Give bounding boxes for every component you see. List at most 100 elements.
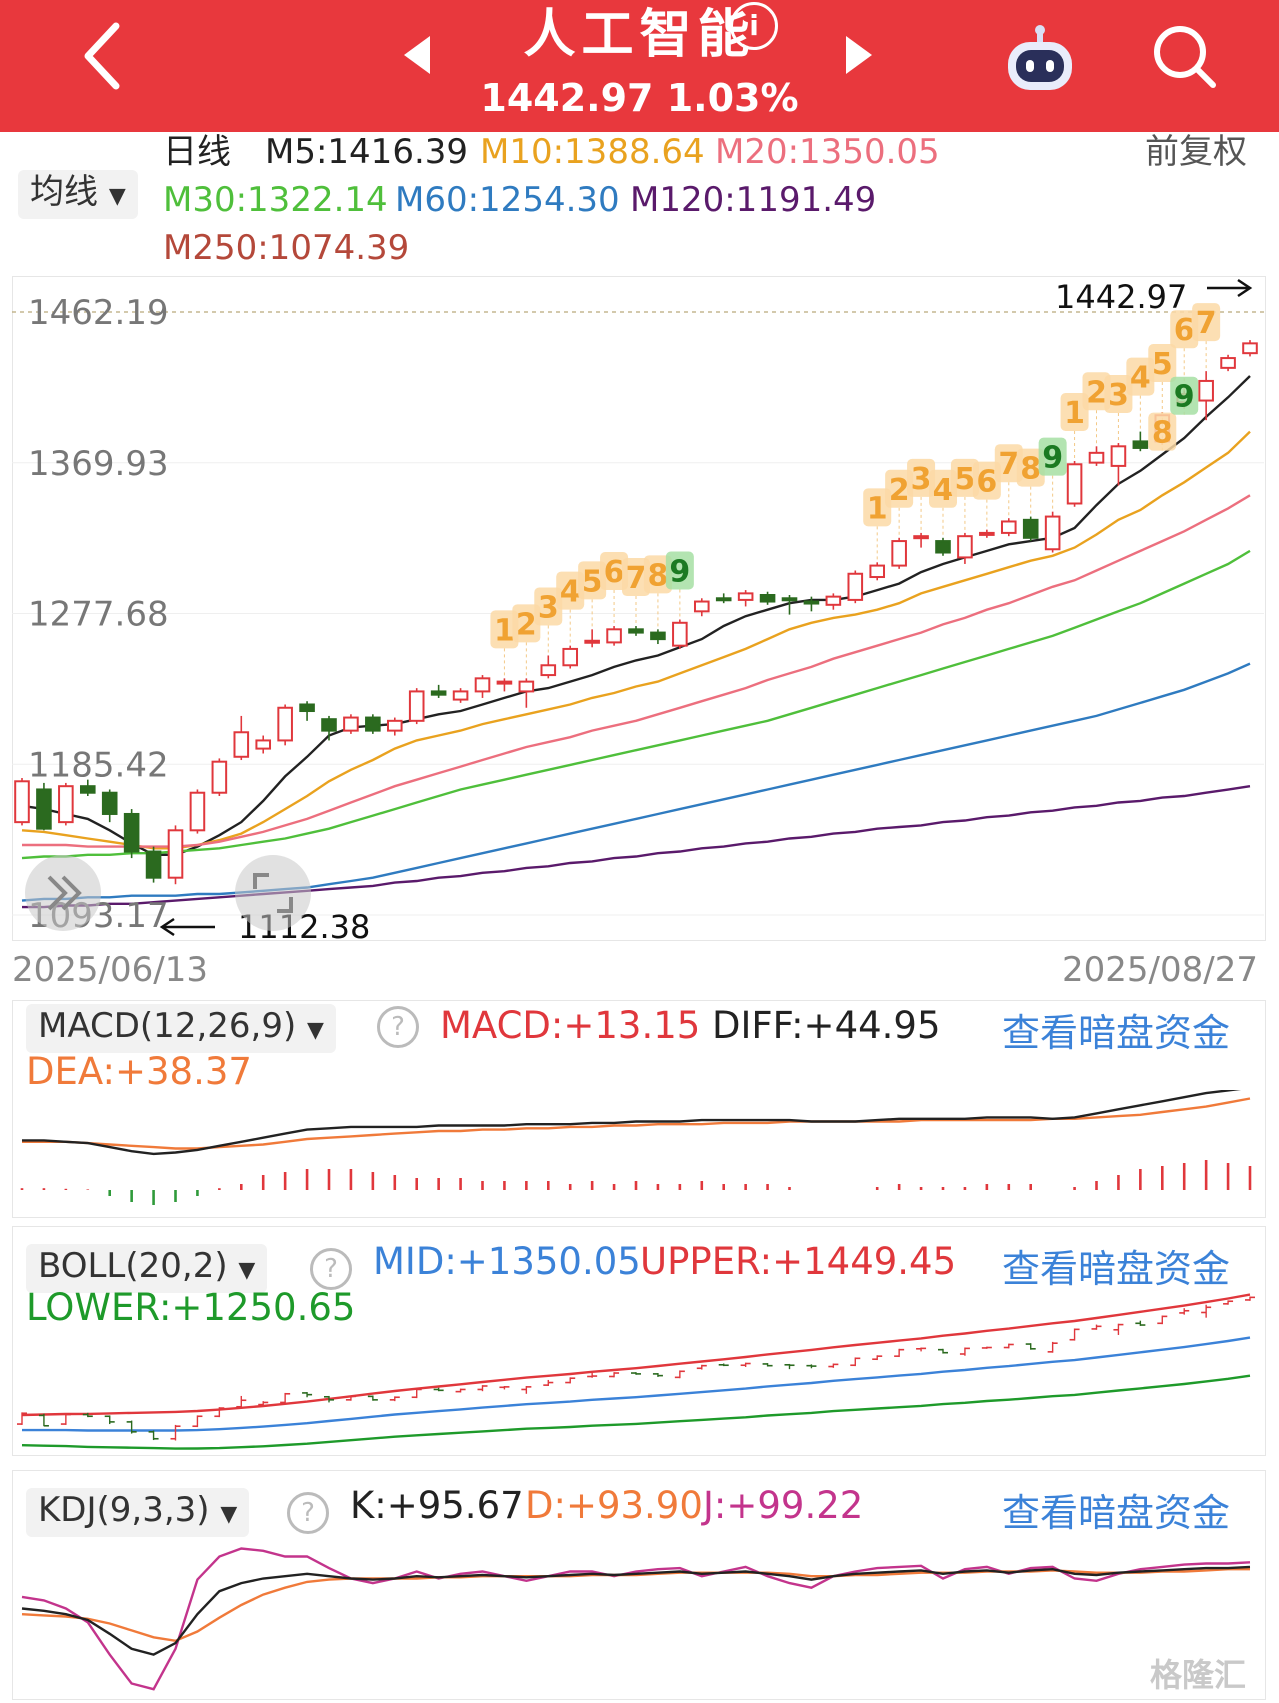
count-label: 7 xyxy=(1196,306,1217,341)
count-label: 2 xyxy=(889,473,910,508)
search-icon[interactable] xyxy=(1150,22,1220,92)
boll-name: BOLL(20,2) xyxy=(38,1246,228,1286)
x-end-date: 2025/08/27 xyxy=(1062,950,1258,990)
count-badge xyxy=(600,552,629,591)
count-label: 9 xyxy=(1042,441,1063,476)
candle-body xyxy=(562,647,579,667)
count-label: 8 xyxy=(1020,452,1041,487)
candle-body xyxy=(474,677,491,693)
count-label: 6 xyxy=(1174,313,1195,348)
count-label: 1 xyxy=(494,613,515,648)
next-triangle-icon[interactable] xyxy=(842,34,876,76)
candle-body xyxy=(584,639,600,644)
count-badge xyxy=(1016,448,1045,487)
count-badge xyxy=(1038,437,1067,476)
candle-body xyxy=(650,631,666,641)
boll-dark-pool-link[interactable]: 查看暗盘资金 xyxy=(1002,1247,1231,1291)
candle-body xyxy=(189,791,206,832)
count-badge xyxy=(1170,376,1199,415)
indicator-dropdown[interactable]: 均线 ▼ xyxy=(18,170,138,219)
kdj-k-value: K:+95.67 xyxy=(350,1484,524,1527)
macd-dropdown[interactable]: MACD(12,26,9) ▼ xyxy=(26,1004,336,1053)
chevron-down-icon: ▼ xyxy=(307,1018,324,1043)
candle-body xyxy=(321,718,337,732)
candle-body xyxy=(1220,357,1236,369)
info-icon[interactable]: i xyxy=(730,2,778,50)
candle-body xyxy=(737,592,754,601)
kdj-chart xyxy=(21,1547,1251,1691)
kline-panel[interactable] xyxy=(12,276,1266,941)
chevron-down-icon: ▼ xyxy=(238,1258,256,1283)
candle-body xyxy=(79,785,96,794)
macd-help-icon[interactable]: ? xyxy=(377,1006,419,1048)
chevron-down-icon: ▼ xyxy=(220,1502,238,1527)
left-arrow-icon xyxy=(159,917,215,937)
candle-body xyxy=(606,628,622,644)
chevron-down-icon: ▼ xyxy=(108,184,126,209)
period-label: 日线 xyxy=(163,132,231,172)
expand-button[interactable] xyxy=(25,855,101,931)
price-line: 1442.97 1.03% xyxy=(0,76,1279,120)
dea-line xyxy=(22,1097,1251,1150)
count-badge xyxy=(929,469,957,508)
ma30-label: M30:1322.14 xyxy=(163,180,388,220)
ma5-label: M5:1416.39 xyxy=(265,132,469,172)
y-tick-label: 1185.42 xyxy=(28,745,169,785)
candle-body xyxy=(957,535,973,559)
y-tick-label: 1277.68 xyxy=(28,595,169,635)
robot-icon[interactable] xyxy=(1000,22,1080,94)
candle-body xyxy=(759,594,776,603)
kdj-j-value: J:+99.22 xyxy=(703,1484,864,1527)
candle-body xyxy=(1110,445,1127,467)
candle-body xyxy=(715,597,732,602)
candle-body xyxy=(123,812,140,853)
boll-upper-value: UPPER:+1449.45 xyxy=(640,1240,957,1283)
boll-dropdown[interactable]: BOLL(20,2) ▼ xyxy=(26,1244,268,1293)
ma-line-m10 xyxy=(21,430,1251,850)
back-arrow-icon[interactable] xyxy=(70,20,142,92)
macd-value: MACD:+13.15 xyxy=(440,1004,701,1047)
current-price: 1442.97 xyxy=(480,76,654,120)
adjust-mode[interactable]: 前复权 xyxy=(1145,132,1247,172)
boll-help-icon[interactable]: ? xyxy=(310,1248,352,1290)
count-badge xyxy=(1148,412,1177,451)
candle-body xyxy=(1000,520,1017,534)
macd-chart xyxy=(20,1090,1252,1205)
diff-line xyxy=(22,1090,1242,1156)
indicator-dropdown-label: 均线 xyxy=(30,172,98,212)
candle-body xyxy=(672,621,688,647)
candle-body xyxy=(167,829,184,879)
kdj-name: KDJ(9,3,3) xyxy=(38,1490,210,1530)
count-badge xyxy=(643,555,672,594)
ma60-label: M60:1254.30 xyxy=(395,180,620,220)
count-label: 7 xyxy=(998,447,1019,482)
candle-body xyxy=(211,760,228,794)
candle-body xyxy=(540,664,557,677)
count-label: 9 xyxy=(1174,380,1195,415)
boll-lower-line xyxy=(21,1374,1251,1450)
candle-body xyxy=(101,791,118,815)
kdj-dark-pool-link[interactable]: 查看暗盘资金 xyxy=(1002,1491,1231,1535)
count-badge xyxy=(665,551,694,590)
count-label: 1 xyxy=(867,491,888,526)
boll-upper-line xyxy=(21,1293,1251,1417)
count-badge xyxy=(1126,357,1155,396)
prev-triangle-icon[interactable] xyxy=(400,34,434,76)
count-label: 4 xyxy=(1130,361,1151,396)
kline-chart[interactable]: 1 2 3 4 5 6 7 8 912 3 4 5 6 7 8 912 3 4 56 789 1462.191369.… xyxy=(0,0,1279,970)
ma-line-m30 xyxy=(21,549,1251,860)
candle-body xyxy=(1066,463,1083,505)
boll-mid-value: MID:+1350.05 xyxy=(373,1240,641,1283)
candle-body xyxy=(255,739,272,750)
kdj-help-icon[interactable]: ? xyxy=(287,1492,329,1534)
kdj-dropdown[interactable]: KDJ(9,3,3) ▼ xyxy=(26,1488,250,1537)
y-tick-label: 1462.19 xyxy=(28,293,169,333)
count-badge xyxy=(1192,303,1221,342)
candle-body xyxy=(343,716,359,732)
count-label: 1 xyxy=(1064,396,1085,431)
ma120-label: M120:1191.49 xyxy=(630,180,877,220)
count-badge xyxy=(1060,393,1089,432)
fullscreen-button[interactable] xyxy=(235,855,311,931)
macd-dark-pool-link[interactable]: 查看暗盘资金 xyxy=(1002,1011,1231,1055)
candle-body xyxy=(979,531,995,536)
